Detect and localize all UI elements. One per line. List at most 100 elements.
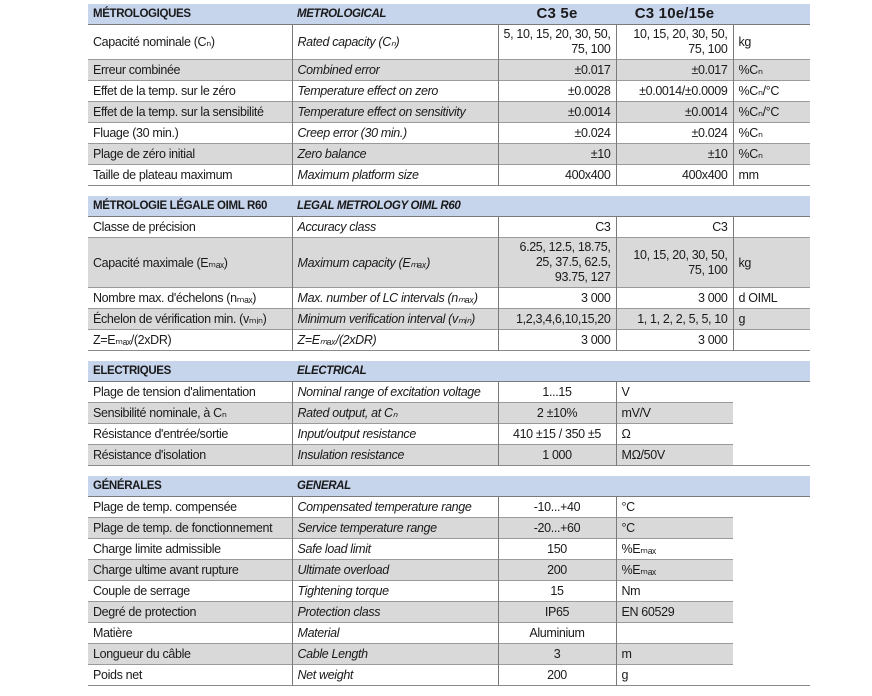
table-row: Fluage (30 min.) Creep error (30 min.) ±0.… — [88, 122, 810, 144]
value-c3-5e: ±0.024 — [497, 122, 616, 144]
label-en: Max. number of LC intervals (nₘₐₓ) — [291, 287, 498, 309]
value-c3-10e-15e: 1, 1, 2, 2, 5, 5, 10 — [615, 308, 733, 330]
table-row: Résistance d'isolation Insulation resista… — [88, 444, 810, 466]
value-c3-5e: 3 000 — [497, 287, 616, 309]
model-header-c3-10e-15e: C3 10e/15e — [616, 4, 733, 25]
value-c3-10e-15e: ±0.0014 — [615, 101, 733, 123]
table-row: Degré de protection Protection class IP65 E… — [88, 601, 810, 623]
value-c3-5e: ±0.0028 — [497, 80, 616, 102]
label-fr: Résistance d'entrée/sortie — [88, 423, 292, 445]
section-header: GÉNÉRALES GENERAL — [88, 476, 811, 497]
unit: EN 60529 — [615, 601, 733, 623]
label-en: Maximum capacity (Eₘₐₓ) — [291, 237, 498, 288]
unit: MΩ/50V — [615, 444, 733, 466]
table-row: Longueur du câble Cable Length 3 m — [88, 643, 810, 665]
header-filler — [498, 361, 811, 382]
unit: V — [615, 381, 733, 403]
value: 1 000 — [497, 444, 616, 466]
label-en: Tightening torque — [291, 580, 498, 602]
model-header-c3-5e: C3 5e — [498, 4, 616, 25]
unit: Ω — [615, 423, 733, 445]
section-header: MÉTROLOGIQUES METROLOGICAL C3 5e C3 10e/15e — [88, 4, 810, 25]
label-en: Safe load limit — [291, 538, 498, 560]
table-row: Capacité maximale (Eₘₐₓ) Maximum capacity… — [88, 237, 811, 288]
section-title-fr: MÉTROLOGIQUES — [88, 4, 292, 25]
label-en: Combined error — [291, 59, 498, 81]
value-c3-5e: 1,2,3,4,6,10,15,20 — [497, 308, 616, 330]
value: 200 — [497, 559, 616, 581]
value: 1...15 — [497, 381, 616, 403]
table-row: Capacité nominale (Cₙ) Rated capacity (Cₙ… — [88, 24, 810, 60]
value: 2 ±10% — [497, 402, 616, 424]
value-c3-5e: ±0.0014 — [497, 101, 616, 123]
unit: °C — [615, 517, 733, 539]
value-c3-10e-15e: ±10 — [615, 143, 733, 165]
label-en: Nominal range of excitation voltage — [291, 381, 498, 403]
label-en: Service temperature range — [291, 517, 498, 539]
table-row: Échelon de vérification min. (vₘᵢₙ) Minim… — [88, 308, 811, 330]
section-title-en: ELECTRICAL — [292, 361, 498, 382]
label-fr: Plage de temp. compensée — [88, 496, 292, 518]
value-c3-10e-15e: 10, 15, 20, 30, 50, 75, 100 — [615, 237, 733, 288]
label-fr: Effet de la temp. sur le zéro — [88, 80, 292, 102]
unit: mV/V — [615, 402, 733, 424]
label-en: Accuracy class — [291, 216, 498, 238]
label-en: Creep error (30 min.) — [291, 122, 498, 144]
value-c3-5e: 5, 10, 15, 20, 30, 50, 75, 100 — [497, 24, 616, 60]
label-en: Compensated temperature range — [291, 496, 498, 518]
unit: %Cₙ/°C — [732, 80, 810, 102]
label-en: Maximum platform size — [291, 164, 498, 186]
label-en: Rated capacity (Cₙ) — [291, 24, 498, 60]
label-fr: Sensibilité nominale, à Cₙ — [88, 402, 292, 424]
section-electrical: ELECTRIQUES ELECTRICAL Plage de tension d'… — [88, 361, 811, 466]
section-header: ELECTRIQUES ELECTRICAL — [88, 361, 811, 382]
label-fr: Plage de tension d'alimentation — [88, 381, 292, 403]
table-row: Classe de précision Accuracy class C3 C3 — [88, 216, 811, 238]
table-row: Effet de la temp. sur le zéro Temperature… — [88, 80, 810, 102]
value-c3-5e: 400x400 — [497, 164, 616, 186]
value-c3-10e-15e: 10, 15, 20, 30, 50, 75, 100 — [615, 24, 733, 60]
header-filler — [498, 196, 811, 217]
label-fr: Classe de précision — [88, 216, 292, 238]
section-legal-metrology: MÉTROLOGIE LÉGALE OIML R60 LEGAL METROLOG… — [88, 196, 811, 351]
label-en: Minimum verification interval (vₘᵢₙ) — [291, 308, 498, 330]
table-row: Plage de zéro initial Zero balance ±10 ±10%… — [88, 143, 810, 165]
value-c3-5e: ±0.017 — [497, 59, 616, 81]
label-fr: Résistance d'isolation — [88, 444, 292, 466]
table-row: Effet de la temp. sur la sensibilité Temp… — [88, 101, 810, 123]
label-fr: Degré de protection — [88, 601, 292, 623]
unit: %Cₙ/°C — [732, 101, 810, 123]
label-fr: Charge ultime avant rupture — [88, 559, 292, 581]
value-c3-10e-15e: 3 000 — [615, 287, 733, 309]
value: 3 — [497, 643, 616, 665]
label-en: Protection class — [291, 601, 498, 623]
unit: °C — [615, 496, 733, 518]
unit: mm — [732, 164, 810, 186]
section-title-fr: ELECTRIQUES — [88, 361, 292, 382]
value-c3-10e-15e: 400x400 — [615, 164, 733, 186]
unit — [732, 329, 811, 351]
unit: %Cₙ — [732, 143, 810, 165]
label-fr: Charge limite admissible — [88, 538, 292, 560]
value-c3-5e: 6.25, 12.5, 18.75, 25, 37.5, 62.5, 93.75… — [497, 237, 616, 288]
label-en: Zero balance — [291, 143, 498, 165]
value-c3-5e: C3 — [497, 216, 616, 238]
section-title-fr: GÉNÉRALES — [88, 476, 292, 497]
value: 410 ±15 / 350 ±5 — [497, 423, 616, 445]
unit: %Eₘₐₓ — [615, 559, 733, 581]
value-c3-10e-15e: C3 — [615, 216, 733, 238]
value-c3-10e-15e: ±0.0014/±0.0009 — [615, 80, 733, 102]
label-en: Net weight — [291, 664, 498, 686]
unit — [732, 216, 811, 238]
value: Aluminium — [497, 622, 616, 644]
value: 15 — [497, 580, 616, 602]
value-c3-10e-15e: 3 000 — [615, 329, 733, 351]
unit: g — [732, 308, 811, 330]
label-fr: Capacité nominale (Cₙ) — [88, 24, 292, 60]
unit: %Eₘₐₓ — [615, 538, 733, 560]
label-en: Z=Eₘₐₓ/(2xDR) — [291, 329, 498, 351]
label-fr: Couple de serrage — [88, 580, 292, 602]
unit — [615, 622, 733, 644]
table-row: Couple de serrage Tightening torque 15 Nm — [88, 580, 810, 602]
table-row: Taille de plateau maximum Maximum platfor… — [88, 164, 810, 186]
